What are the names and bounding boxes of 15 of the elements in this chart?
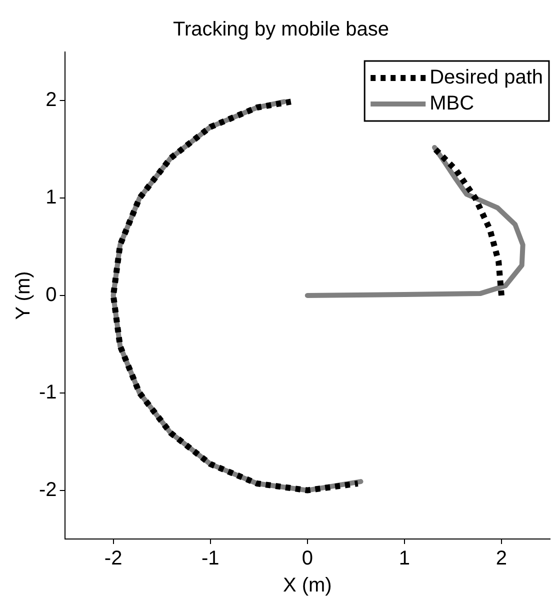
y-axis-title: Y (m) — [12, 271, 35, 320]
chart-title: Tracking by mobile base — [172, 18, 390, 41]
legend-label: Desired path — [430, 66, 544, 89]
x-axis-title: X (m) — [282, 574, 332, 597]
x-tick-label: 1 — [398, 548, 410, 570]
y-tick-label: 0 — [46, 284, 57, 306]
legend-label: MBC — [430, 92, 474, 115]
x-tick-label: 0 — [302, 548, 313, 570]
y-tick-label: 1 — [46, 186, 57, 209]
y-tick-label: -2 — [38, 478, 57, 501]
y-tick-label: 2 — [46, 89, 57, 112]
x-tick-label: -1 — [201, 548, 220, 570]
x-tick-label: -2 — [104, 548, 122, 570]
y-tick-label: -1 — [38, 381, 57, 404]
x-tick-label: 2 — [496, 548, 508, 570]
